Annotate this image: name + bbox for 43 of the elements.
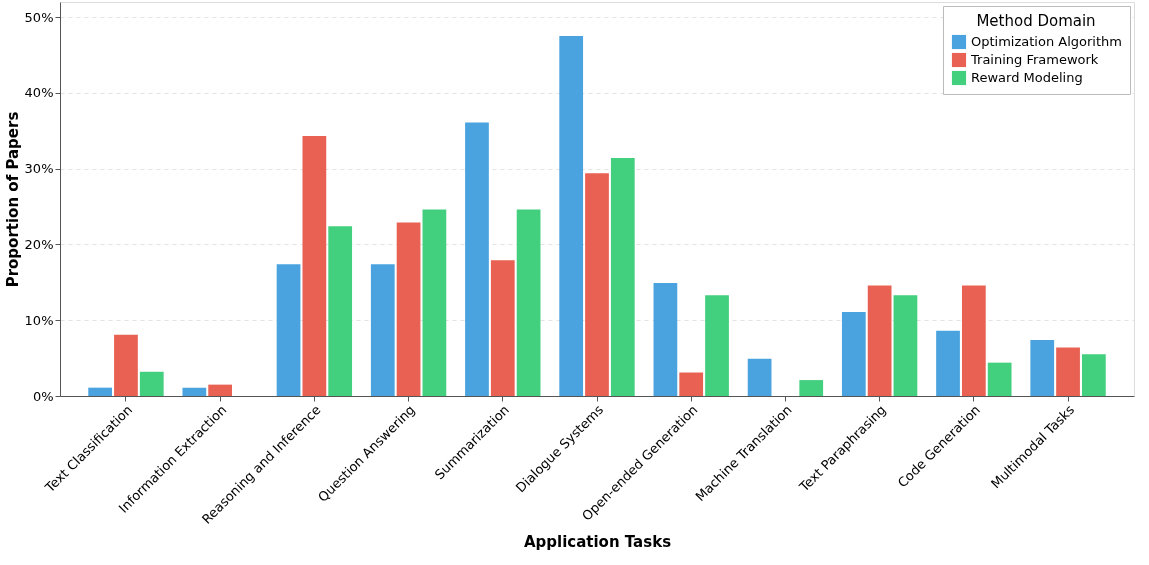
y-tick-label: 0% <box>32 388 54 404</box>
bar <box>516 209 541 396</box>
y-tick-label: 40% <box>24 85 54 101</box>
bar <box>490 260 515 396</box>
bar <box>867 285 892 396</box>
bar <box>114 334 138 396</box>
bar <box>302 136 327 396</box>
bar <box>799 380 824 396</box>
bar <box>679 372 704 396</box>
y-tick-label: 50% <box>24 9 54 25</box>
bar <box>705 295 729 396</box>
bar <box>139 371 164 396</box>
bar <box>893 295 918 396</box>
bar <box>987 362 1012 396</box>
bar <box>936 330 960 396</box>
bar <box>88 387 113 396</box>
legend-label: Reward Modeling <box>971 70 1083 85</box>
bar <box>1030 339 1055 396</box>
bar <box>747 358 772 396</box>
bar <box>653 283 678 396</box>
y-tick-label: 10% <box>24 312 54 328</box>
bar <box>182 387 207 396</box>
legend-label: Training Framework <box>970 52 1099 67</box>
bar <box>841 311 866 396</box>
bar <box>585 173 609 396</box>
bar <box>208 384 233 396</box>
bar <box>465 122 489 396</box>
bar <box>370 264 395 396</box>
legend-label: Optimization Algorithm <box>971 34 1122 49</box>
bar <box>328 226 353 396</box>
y-axis-title: Proportion of Papers <box>3 111 22 288</box>
bar <box>422 209 447 396</box>
bar <box>610 158 635 396</box>
y-tick-label: 30% <box>24 161 54 177</box>
bar <box>276 264 301 396</box>
y-tick-label: 20% <box>24 236 54 252</box>
bar <box>559 36 584 396</box>
x-axis-title: Application Tasks <box>523 532 672 551</box>
bar <box>1056 347 1080 396</box>
bar <box>961 285 986 396</box>
bar <box>1081 354 1106 396</box>
bar <box>396 222 421 396</box>
legend-title: Method Domain <box>976 12 1096 30</box>
